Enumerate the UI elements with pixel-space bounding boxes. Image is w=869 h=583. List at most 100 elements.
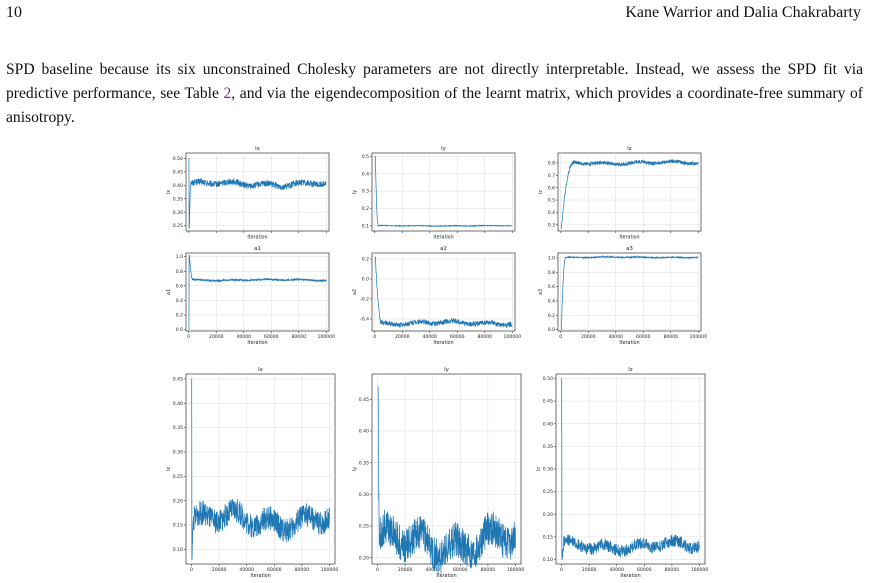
x-tick-label: 0 bbox=[560, 567, 563, 573]
chart-title: a2 bbox=[440, 246, 447, 252]
y-tick-label: 0.6 bbox=[176, 283, 183, 289]
x-tick-label: 0 bbox=[187, 334, 190, 340]
y-axis-label: lz bbox=[538, 190, 544, 194]
y-tick-label: 0.50 bbox=[543, 376, 553, 382]
y-tick-label: 0.5 bbox=[548, 198, 555, 204]
y-axis-label: lz bbox=[536, 467, 542, 471]
x-tick-label: 20000 bbox=[581, 334, 596, 340]
plot-frame bbox=[185, 252, 330, 332]
y-tick-label: 0.5 bbox=[362, 154, 369, 160]
x-axis-label: Iteration bbox=[619, 340, 639, 346]
y-tick-label: 1.0 bbox=[548, 256, 555, 262]
series-line bbox=[560, 254, 699, 330]
y-tick-label: 0.25 bbox=[173, 223, 183, 229]
y-tick-label: 0.35 bbox=[543, 444, 553, 450]
y-tick-label: 0.45 bbox=[359, 397, 369, 403]
x-tick-label: 80000 bbox=[295, 567, 310, 573]
x-tick-label: 100000 bbox=[689, 334, 707, 340]
x-tick-label: 80000 bbox=[481, 567, 496, 573]
x-axis-label: Iteration bbox=[247, 340, 267, 346]
y-tick-label: 0.35 bbox=[359, 460, 369, 466]
y-tick-label: 0.4 bbox=[548, 210, 555, 216]
y-tick-label: 0.8 bbox=[176, 269, 183, 275]
x-tick-label: 20000 bbox=[209, 334, 224, 340]
y-tick-label: 0.30 bbox=[359, 492, 369, 498]
x-tick-label: 100000 bbox=[321, 567, 339, 573]
x-tick-label: 20000 bbox=[398, 567, 413, 573]
x-tick-label: 100000 bbox=[317, 334, 335, 340]
y-tick-label: 0.20 bbox=[173, 498, 183, 504]
y-tick-label: 0.15 bbox=[173, 523, 183, 529]
x-tick-label: 80000 bbox=[663, 334, 678, 340]
y-tick-label: 0.4 bbox=[362, 171, 369, 177]
x-tick-label: 100000 bbox=[507, 567, 525, 573]
y-tick-label: 0.2 bbox=[362, 206, 369, 212]
plot-frame bbox=[371, 252, 516, 332]
paragraph-text-2: , and via the eigendecomposition of the … bbox=[6, 85, 863, 126]
y-tick-label: 0.8 bbox=[548, 161, 555, 167]
chart-title: lx bbox=[258, 367, 264, 373]
y-tick-label: 0.20 bbox=[543, 512, 553, 518]
x-tick-label: 60000 bbox=[450, 334, 465, 340]
y-tick-label: 0.15 bbox=[543, 534, 553, 540]
y-axis-label: ly bbox=[352, 467, 358, 471]
chart-title: ly bbox=[441, 146, 447, 152]
chart-p2: 0.1 0.2 0.3 0.4 0.5 ly Iteration ly bbox=[352, 146, 516, 241]
chart-title: lx bbox=[255, 146, 261, 152]
y-tick-label: 0.35 bbox=[173, 196, 183, 202]
series-line bbox=[191, 378, 330, 560]
x-tick-label: 40000 bbox=[425, 567, 440, 573]
y-tick-label: 0.45 bbox=[173, 376, 183, 382]
chart-title: lz bbox=[627, 146, 632, 152]
y-axis-label: a1 bbox=[166, 289, 172, 295]
series-line bbox=[188, 254, 327, 330]
y-axis-label: a3 bbox=[538, 289, 544, 295]
chart-title: lz bbox=[628, 367, 633, 373]
y-axis-label: lx bbox=[166, 467, 172, 471]
x-tick-label: 0 bbox=[376, 567, 379, 573]
x-axis-label: Iteration bbox=[433, 235, 453, 241]
x-tick-label: 80000 bbox=[291, 334, 306, 340]
x-axis-label: Iteration bbox=[620, 573, 640, 579]
y-tick-label: -0.4 bbox=[360, 317, 369, 323]
x-tick-label: 40000 bbox=[609, 567, 624, 573]
x-tick-label: 20000 bbox=[582, 567, 597, 573]
chart-title: a1 bbox=[254, 246, 261, 252]
y-tick-label: 0.2 bbox=[548, 313, 555, 319]
chart-title: a3 bbox=[626, 246, 633, 252]
y-tick-label: 0.45 bbox=[173, 169, 183, 175]
series-line bbox=[374, 156, 513, 228]
y-tick-label: 0.30 bbox=[173, 450, 183, 456]
y-tick-label: 0.2 bbox=[362, 257, 369, 263]
y-axis-label: a2 bbox=[352, 289, 358, 295]
series-line bbox=[561, 378, 700, 560]
y-tick-label: 0.40 bbox=[173, 401, 183, 407]
x-tick-label: 80000 bbox=[665, 567, 680, 573]
chart-p7: 0.10 0.15 0.20 0.25 0.30 0.35 0.40 0.45 0 20000 40… bbox=[166, 367, 338, 579]
y-tick-label: 0.30 bbox=[543, 467, 553, 473]
plot-frame bbox=[557, 152, 702, 232]
y-tick-label: 0.2 bbox=[176, 313, 183, 319]
y-tick-label: 0.10 bbox=[543, 557, 553, 563]
y-tick-label: 0.3 bbox=[548, 222, 555, 228]
y-tick-label: 0.25 bbox=[543, 489, 553, 495]
series-line bbox=[377, 386, 516, 574]
y-tick-label: 0.0 bbox=[548, 327, 555, 333]
y-tick-label: 0.20 bbox=[359, 555, 369, 561]
x-tick-label: 80000 bbox=[477, 334, 492, 340]
x-tick-label: 60000 bbox=[636, 334, 651, 340]
chart-p6: 0.0 0.2 0.4 0.6 0.8 1.0 0 20000 40000 60000 80000 1… bbox=[538, 246, 707, 346]
y-tick-label: 0.40 bbox=[359, 429, 369, 435]
x-axis-label: Iteration bbox=[247, 235, 267, 241]
table-reference-link[interactable]: 2 bbox=[223, 85, 232, 102]
chart-p5: -0.4 -0.2 0.0 0.2 0 20000 40000 60000 80000 10000… bbox=[352, 246, 521, 346]
y-tick-label: 0.6 bbox=[548, 284, 555, 290]
x-tick-label: 20000 bbox=[212, 567, 227, 573]
y-tick-label: 1.0 bbox=[176, 254, 183, 260]
x-tick-label: 60000 bbox=[267, 567, 282, 573]
page-number: 10 bbox=[6, 4, 22, 21]
x-axis-label: Iteration bbox=[619, 235, 639, 241]
y-tick-label: 0.3 bbox=[362, 189, 369, 195]
body-paragraph: SPD baseline because its six unconstrain… bbox=[6, 58, 863, 130]
